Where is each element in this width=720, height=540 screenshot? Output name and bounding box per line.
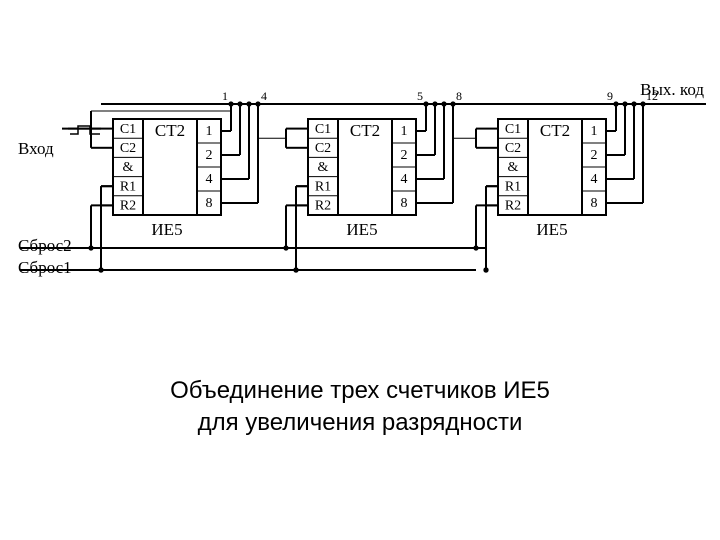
leftpin-1-4: R2 xyxy=(315,199,331,214)
leftpin-2-1: C2 xyxy=(505,141,521,156)
rightpin-1-3: 8 xyxy=(401,196,408,211)
rightpin-1-2: 4 xyxy=(401,172,408,187)
leftpin-1-1: C2 xyxy=(315,141,331,156)
bit-1-first: 5 xyxy=(417,89,423,103)
rightpin-2-2: 4 xyxy=(591,172,598,187)
ct2-label-2: CT2 xyxy=(540,121,570,140)
rightpin-1-0: 1 xyxy=(401,124,408,139)
rightpin-2-0: 1 xyxy=(591,124,598,139)
part-0: ИЕ5 xyxy=(151,220,182,239)
reset2-label: Сброс2 xyxy=(18,236,72,255)
bit-2-last: 12 xyxy=(646,89,658,103)
rightpin-0-0: 1 xyxy=(206,124,213,139)
part-1: ИЕ5 xyxy=(346,220,377,239)
rightpin-2-1: 2 xyxy=(591,148,598,163)
ct2-label-0: CT2 xyxy=(155,121,185,140)
leftpin-0-1: C2 xyxy=(120,141,136,156)
input-label: Вход xyxy=(18,139,54,158)
rightpin-0-3: 8 xyxy=(206,196,213,211)
part-2: ИЕ5 xyxy=(536,220,567,239)
reset1-label: Сброс1 xyxy=(18,258,72,277)
ct2-label-1: CT2 xyxy=(350,121,380,140)
leftpin-2-0: C1 xyxy=(505,122,521,137)
leftpin-0-3: R1 xyxy=(120,179,136,194)
leftpin-0-0: C1 xyxy=(120,122,136,137)
leftpin-0-2: & xyxy=(123,160,134,175)
rightpin-2-3: 8 xyxy=(591,196,598,211)
leftpin-1-3: R1 xyxy=(315,179,331,194)
bit-1-last: 8 xyxy=(456,89,462,103)
leftpin-1-2: & xyxy=(318,160,329,175)
leftpin-2-2: & xyxy=(508,160,519,175)
rightpin-0-2: 4 xyxy=(206,172,213,187)
caption-line1: Объединение трех счетчиков ИЕ5 xyxy=(170,377,550,404)
rightpin-0-1: 2 xyxy=(206,148,213,163)
caption-line2: для увеличения разрядности xyxy=(198,409,523,436)
leftpin-2-3: R1 xyxy=(505,179,521,194)
leftpin-1-0: C1 xyxy=(315,122,331,137)
bit-0-first: 1 xyxy=(222,89,228,103)
rightpin-1-1: 2 xyxy=(401,148,408,163)
leftpin-0-4: R2 xyxy=(120,199,136,214)
bit-0-last: 4 xyxy=(261,89,267,103)
bit-2-first: 9 xyxy=(607,89,613,103)
leftpin-2-4: R2 xyxy=(505,199,521,214)
